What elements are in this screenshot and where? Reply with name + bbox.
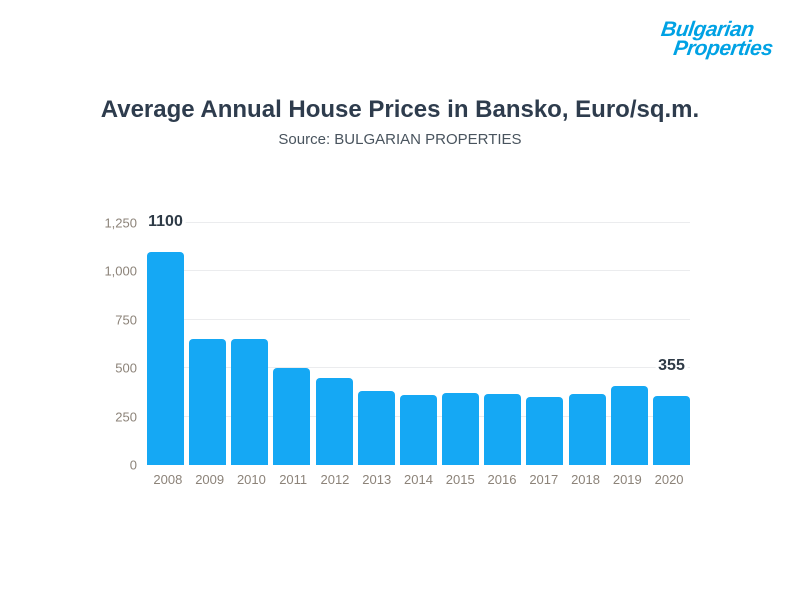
annotation-layer: 1100 355 [145, 213, 690, 465]
logo-line2: Properties [672, 37, 775, 60]
value-label-2020: 355 [655, 357, 688, 376]
bar-2010 [231, 339, 269, 465]
bar-2009 [189, 339, 227, 465]
bulgarian-properties-logo: Bulgarian Properties [657, 18, 776, 60]
x-tick-label-2020: 2020 [654, 472, 684, 487]
x-tick-label-2016: 2016 [487, 472, 517, 487]
x-tick-label-2015: 2015 [445, 472, 475, 487]
value-label-2008: 1100 [145, 213, 186, 232]
gridline-500 [147, 367, 690, 369]
bar-2013 [357, 391, 395, 465]
bar-2020 [652, 396, 690, 465]
bar-2015 [442, 393, 480, 465]
x-tick-label-2009: 2009 [195, 472, 225, 487]
x-tick-label-2013: 2013 [362, 472, 392, 487]
x-tick-label-2010: 2010 [236, 472, 266, 487]
y-tick-label-1000: 1,000 [104, 263, 137, 279]
x-tick-label-2018: 2018 [571, 472, 600, 487]
bar-2016 [484, 394, 522, 465]
y-tick-label-750: 750 [115, 312, 137, 328]
y-tick-label-500: 500 [115, 360, 137, 376]
x-tick-label-2011: 2011 [279, 472, 308, 487]
plot-area: 1100 355 [145, 213, 690, 465]
y-tick-label-0: 0 [129, 457, 137, 473]
y-axis: 0 250 500 750 1,000 1,250 [85, 216, 137, 473]
bar-2018 [568, 394, 606, 465]
bar-2017 [526, 397, 564, 465]
gridline-1250 [147, 222, 690, 223]
bar-2011 [273, 368, 311, 465]
x-tick-label-2014: 2014 [404, 472, 433, 487]
x-tick-label-2017: 2017 [529, 472, 559, 487]
x-tick-label-2019: 2019 [612, 472, 642, 487]
y-tick-label-1250: 1,250 [104, 215, 137, 231]
bars-layer [147, 223, 690, 465]
y-tick-label-250: 250 [115, 409, 137, 425]
chart-title: Average Annual House Prices in Bansko, E… [100, 96, 700, 123]
x-axis: 2008 2009 2010 2011 2012 2013 2014 2015 2016 2017… [147, 472, 690, 487]
x-tick-label-2012: 2012 [320, 472, 350, 487]
gridline-1000 [147, 270, 690, 272]
bar-2014 [399, 395, 437, 465]
gridline-750 [147, 318, 690, 320]
bar-2012 [315, 377, 353, 465]
chart-subtitle: Source: BULGARIAN PROPERTIES [278, 131, 522, 148]
x-tick-label-2008: 2008 [153, 472, 183, 487]
bar-2019 [610, 385, 648, 465]
bar-2008 [147, 252, 184, 465]
